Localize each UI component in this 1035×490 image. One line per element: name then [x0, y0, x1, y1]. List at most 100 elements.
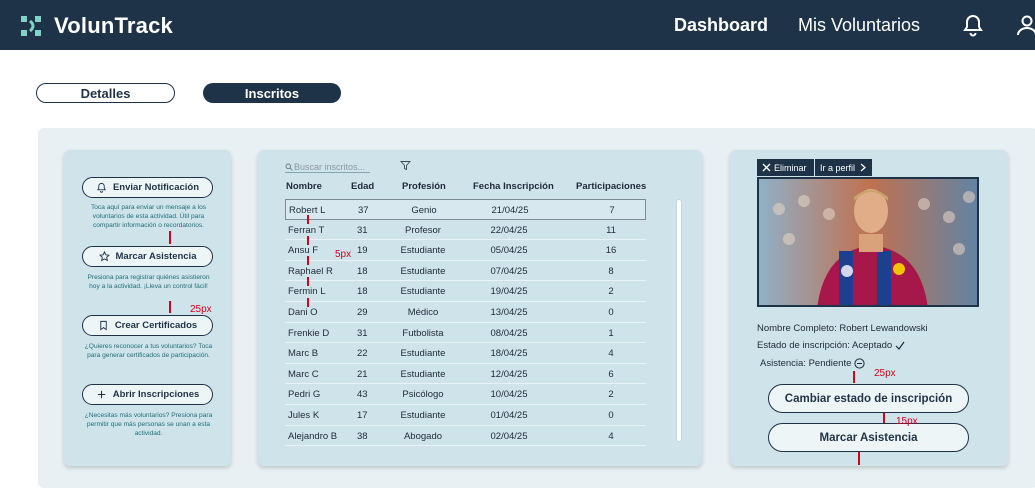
cell-age: 21: [357, 368, 368, 380]
cell-profession: Psicólogo: [402, 389, 444, 401]
cell-participations: 4: [608, 348, 614, 360]
table-row[interactable]: Dani O 29 Médico 13/04/25 0: [285, 302, 646, 323]
search-field[interactable]: Buscar inscritos...: [285, 161, 370, 173]
cell-name: Robert L: [289, 205, 326, 216]
cell-enroll-date: 08/04/25: [490, 327, 528, 339]
cell-name: Raphael R: [288, 265, 333, 277]
cell-enroll-date: 07/04/25: [490, 265, 528, 277]
cell-enroll-date: 01/04/25: [490, 410, 528, 421]
app-logo[interactable]: VolunTrack: [18, 12, 173, 40]
cell-age: 31: [357, 327, 368, 339]
cell-age: 29: [357, 307, 368, 318]
spacing-marker: [307, 236, 309, 245]
cell-enroll-date: 21/04/25: [491, 205, 529, 216]
cell-name: Ansu F: [288, 245, 319, 257]
create-certificates-help: ¿Quieres reconocer a tus voluntarios? To…: [84, 343, 213, 359]
header-enroll-date[interactable]: Fecha Inscripción: [473, 181, 554, 192]
cell-participations: 2: [608, 286, 614, 298]
cell-profession: Estudiante: [400, 348, 446, 360]
cell-enroll-date: 12/04/25: [490, 368, 528, 380]
change-status-button[interactable]: Cambiar estado de inscripción: [768, 384, 969, 413]
cell-enroll-date: 02/04/25: [490, 430, 528, 442]
spacing-label: 25px: [190, 304, 212, 315]
table-row[interactable]: Marc C 21 Estudiante 12/04/25 6: [285, 364, 646, 385]
open-registrations-help: ¿Necesitas más voluntarios? Presiona par…: [84, 412, 213, 437]
app-name: VolunTrack: [54, 13, 173, 38]
cell-profession: Estudiante: [400, 265, 446, 277]
cell-profession: Estudiante: [400, 286, 446, 298]
user-icon[interactable]: [1015, 13, 1035, 37]
check-icon: [895, 341, 905, 350]
send-notification-help: Toca aquí para enviar un mensaje a los v…: [90, 204, 207, 229]
cell-participations: 0: [608, 410, 614, 421]
cell-age: 19: [357, 245, 368, 257]
table-row[interactable]: Pedri G 43 Psicólogo 10/04/25 2: [285, 384, 646, 405]
actions-panel: [64, 150, 231, 466]
search-placeholder: Buscar inscritos...: [294, 161, 366, 172]
cell-participations: 4: [608, 430, 614, 442]
close-icon: [762, 163, 771, 172]
table-row[interactable]: Raphael R 18 Estudiante 07/04/25 8: [285, 261, 646, 282]
cell-name: Marc C: [288, 368, 319, 380]
cell-name: Fermin L: [288, 286, 326, 298]
delete-button[interactable]: Eliminar: [757, 159, 814, 176]
spacing-marker: [307, 256, 309, 265]
cell-age: 18: [357, 286, 368, 298]
cell-participations: 1: [608, 327, 614, 339]
cell-participations: 7: [609, 205, 615, 216]
table-row[interactable]: Robert L 37 Genio 21/04/25 7: [285, 199, 646, 220]
cell-profession: Estudiante: [400, 368, 446, 380]
create-certificates-button[interactable]: Crear Certificados: [82, 315, 213, 336]
table-row[interactable]: Marc B 22 Estudiante 18/04/25 4: [285, 343, 646, 364]
chevron-right-icon: [860, 163, 866, 172]
volunteer-photo-art: [759, 179, 977, 305]
cell-profession: Estudiante: [400, 410, 446, 421]
delete-label: Eliminar: [774, 162, 807, 173]
pending-icon: [854, 358, 865, 369]
filter-icon[interactable]: [400, 160, 411, 171]
header-age[interactable]: Edad: [351, 181, 375, 192]
cell-profession: Profesor: [405, 224, 441, 236]
header-name[interactable]: Nombre: [286, 181, 322, 192]
table-row[interactable]: Alejandro B 38 Abogado 02/04/25 4: [285, 426, 646, 447]
mark-attendance-help: Presiona para registrar quiénes asistier…: [87, 274, 210, 290]
tab-enrolled[interactable]: Inscritos: [203, 83, 341, 103]
header-participations[interactable]: Participaciones: [576, 181, 647, 192]
cell-age: 43: [357, 389, 368, 401]
attendance-text: Asistencia: Pendiente: [760, 358, 852, 369]
table-row[interactable]: Ferran T 31 Profesor 22/04/25 11: [285, 220, 646, 241]
volunteer-photo: [757, 177, 979, 307]
send-notification-label: Enviar Notificación: [112, 182, 200, 193]
spacing-marker: [883, 413, 885, 423]
cell-enroll-date: 10/04/25: [490, 389, 528, 401]
cell-name: Ferran T: [288, 224, 325, 236]
cell-profession: Médico: [407, 307, 439, 318]
table-row[interactable]: Frenkie D 31 Futbolista 08/04/25 1: [285, 323, 646, 344]
tab-details[interactable]: Detalles: [36, 83, 175, 103]
cell-profession: Genio: [411, 205, 437, 216]
open-registrations-button[interactable]: Abrir Inscripciones: [82, 384, 213, 405]
cell-profession: Estudiante: [400, 245, 446, 257]
table-row[interactable]: Fermin L 18 Estudiante 19/04/25 2: [285, 281, 646, 302]
enrollment-status-row: Estado de inscripción: Aceptado: [757, 340, 905, 351]
table-row[interactable]: Ansu F 19 Estudiante 05/04/25 16: [285, 240, 646, 261]
spacing-marker: [307, 215, 309, 224]
table-row[interactable]: Jules K 17 Estudiante 01/04/25 0: [285, 405, 646, 426]
spacing-marker: [307, 277, 309, 286]
go-profile-button[interactable]: Ir a perfil: [815, 159, 872, 176]
cell-name: Dani O: [288, 307, 318, 318]
bookmark-icon: [100, 320, 107, 331]
cell-participations: 6: [608, 368, 614, 380]
go-profile-label: Ir a perfil: [820, 162, 856, 173]
bell-icon[interactable]: [961, 13, 985, 37]
header-profession[interactable]: Profesión: [402, 181, 446, 192]
mark-attendance-button[interactable]: Marcar Asistencia: [82, 246, 213, 267]
spacing-marker: [169, 231, 171, 244]
full-name-text: Nombre Completo: Robert Lewandowski: [757, 323, 928, 334]
mark-attendance-profile-button[interactable]: Marcar Asistencia: [768, 423, 969, 452]
table-scrollbar[interactable]: [676, 199, 682, 442]
cell-name: Jules K: [288, 410, 320, 421]
nav-my-volunteers[interactable]: Mis Voluntarios: [798, 15, 921, 35]
nav-dashboard[interactable]: Dashboard: [674, 15, 769, 35]
send-notification-button[interactable]: Enviar Notificación: [82, 177, 213, 198]
